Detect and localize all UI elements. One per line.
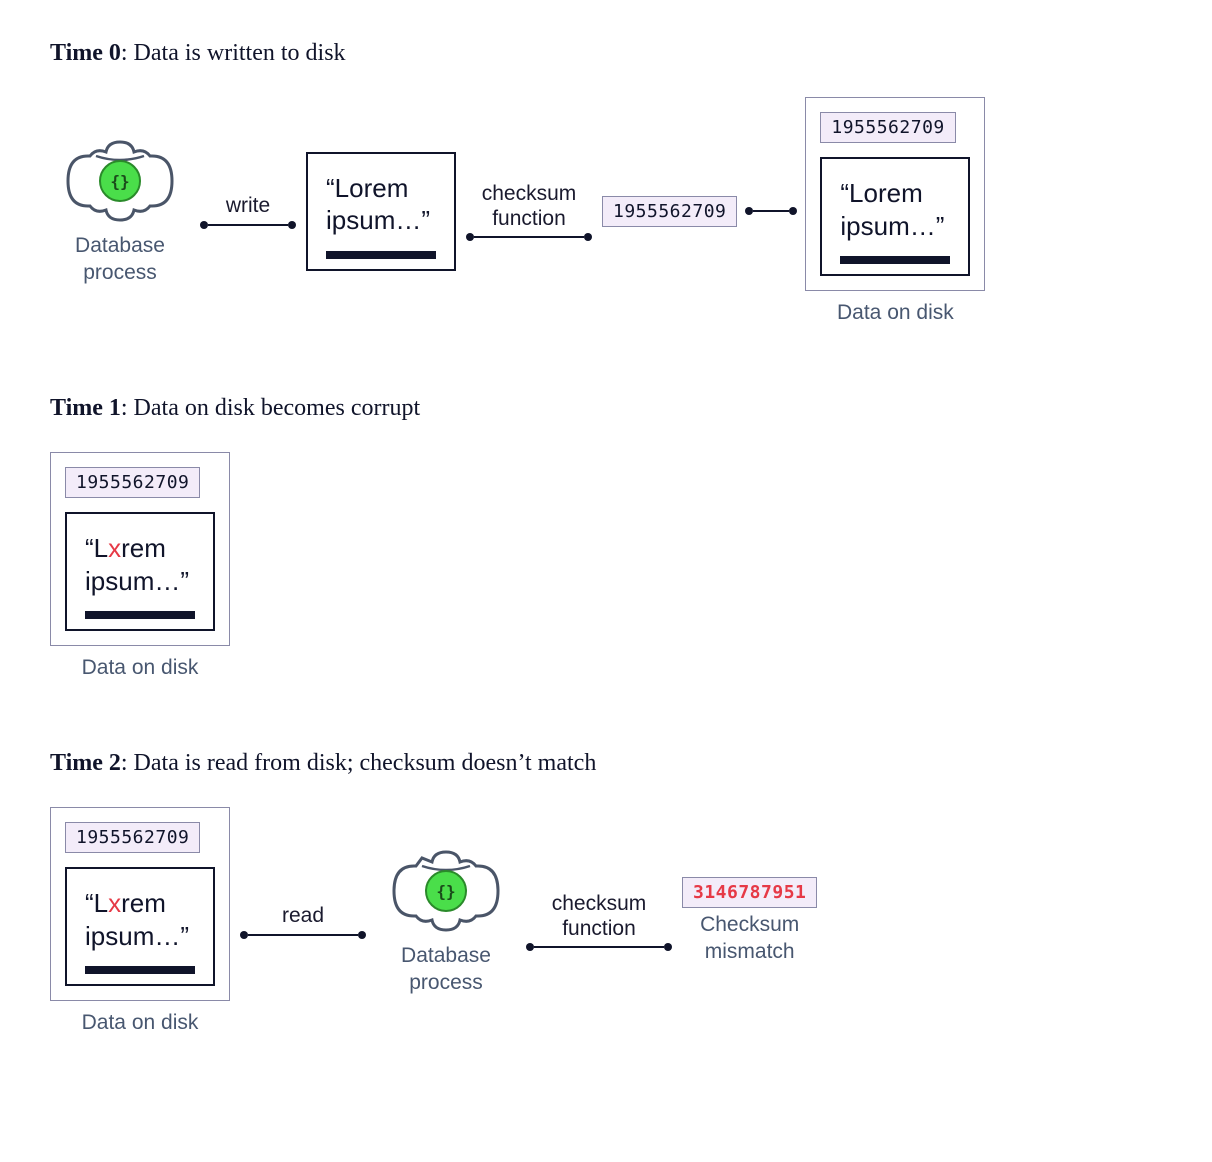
time1-title-bold: Time 1	[50, 395, 121, 421]
checksum-mismatch-block: 3146787951 Checksummismatch	[682, 877, 817, 965]
arrow-write: write	[200, 193, 296, 228]
checksum-value: 1955562709	[602, 196, 737, 227]
db-caption: Databaseprocess	[401, 942, 491, 997]
arrow-read: read	[240, 903, 366, 938]
checksum-mismatch-caption: Checksummismatch	[700, 912, 799, 965]
data-box-write: “Lorem ipsum…”	[306, 152, 456, 271]
data-underbar-icon	[326, 251, 436, 259]
disk-caption: Data on disk	[82, 656, 199, 680]
disk-data-text-corrupt: “Lxremipsum…”	[85, 887, 195, 952]
arrow-checksum-fn: checksumfunction	[466, 181, 592, 241]
disk-data-box: “Lxremipsum…”	[65, 867, 215, 986]
arrow-checksum-label: checksumfunction	[482, 181, 577, 231]
db-process-read: {} Databaseprocess	[376, 846, 516, 997]
arrow-checksum-fn-read: checksumfunction	[526, 891, 672, 951]
arrow-checksum-label: checksumfunction	[552, 891, 647, 941]
database-icon: {}	[376, 846, 516, 936]
disk-block: 1955562709 “Lxremipsum…”	[50, 807, 230, 1001]
disk-caption: Data on disk	[837, 301, 954, 325]
time0-title: Time 0: Data is written to disk	[50, 40, 1162, 67]
corrupt-pre: “L	[85, 533, 108, 563]
time1-title-rest: : Data on disk becomes corrupt	[121, 395, 420, 421]
disk-data-text: “Lorem ipsum…”	[840, 177, 950, 242]
time0-title-bold: Time 0	[50, 40, 121, 66]
data-underbar-icon	[85, 966, 195, 974]
data-underbar-icon	[85, 611, 195, 619]
db-process: {} Databaseprocess	[50, 136, 190, 287]
corrupt-pre: “L	[85, 888, 108, 918]
arrow-to-disk	[745, 207, 797, 215]
disk-checksum: 1955562709	[820, 112, 955, 143]
disk-wrap-corrupt: 1955562709 “Lxremipsum…” Data on disk	[50, 452, 230, 680]
arrow-line-icon	[200, 221, 296, 229]
time2-title-rest: : Data is read from disk; checksum doesn…	[121, 750, 596, 776]
disk-data-text-corrupt: “Lxremipsum…”	[85, 532, 195, 597]
disk-caption: Data on disk	[82, 1011, 199, 1035]
data-underbar-icon	[840, 256, 950, 264]
section-time1: Time 1: Data on disk becomes corrupt 195…	[50, 395, 1162, 680]
db-caption: Databaseprocess	[75, 232, 165, 287]
arrow-line-icon	[526, 943, 672, 951]
disk-checksum: 1955562709	[65, 467, 200, 498]
disk-block: 1955562709 “Lxremipsum…”	[50, 452, 230, 646]
arrow-line-icon	[745, 207, 797, 215]
section-time0: Time 0: Data is written to disk {} Datab…	[50, 40, 1162, 325]
time2-title: Time 2: Data is read from disk; checksum…	[50, 750, 1162, 777]
corrupt-char: x	[108, 888, 121, 918]
checksum-bad: 3146787951	[682, 877, 817, 908]
time1-row: 1955562709 “Lxremipsum…” Data on disk	[50, 452, 1162, 680]
svg-text:{}: {}	[436, 882, 455, 901]
disk-wrap: 1955562709 “Lorem ipsum…” Data on disk	[805, 97, 985, 325]
arrow-line-icon	[466, 233, 592, 241]
time0-title-rest: : Data is written to disk	[121, 40, 346, 66]
corrupt-char: x	[108, 533, 121, 563]
time2-title-bold: Time 2	[50, 750, 121, 776]
section-time2: Time 2: Data is read from disk; checksum…	[50, 750, 1162, 1035]
time1-title: Time 1: Data on disk becomes corrupt	[50, 395, 1162, 422]
arrow-write-label: write	[226, 193, 270, 218]
data-text: “Lorem ipsum…”	[326, 172, 436, 237]
database-icon: {}	[50, 136, 190, 226]
disk-data-box: “Lorem ipsum…”	[820, 157, 970, 276]
disk-checksum: 1955562709	[65, 822, 200, 853]
disk-block: 1955562709 “Lorem ipsum…”	[805, 97, 985, 291]
time2-row: 1955562709 “Lxremipsum…” Data on disk re…	[50, 807, 1162, 1035]
arrow-read-label: read	[282, 903, 324, 928]
disk-wrap-read: 1955562709 “Lxremipsum…” Data on disk	[50, 807, 230, 1035]
disk-data-box: “Lxremipsum…”	[65, 512, 215, 631]
svg-text:{}: {}	[110, 172, 129, 191]
time0-row: {} Databaseprocess write “Lorem ipsum…” …	[50, 97, 1162, 325]
arrow-line-icon	[240, 931, 366, 939]
